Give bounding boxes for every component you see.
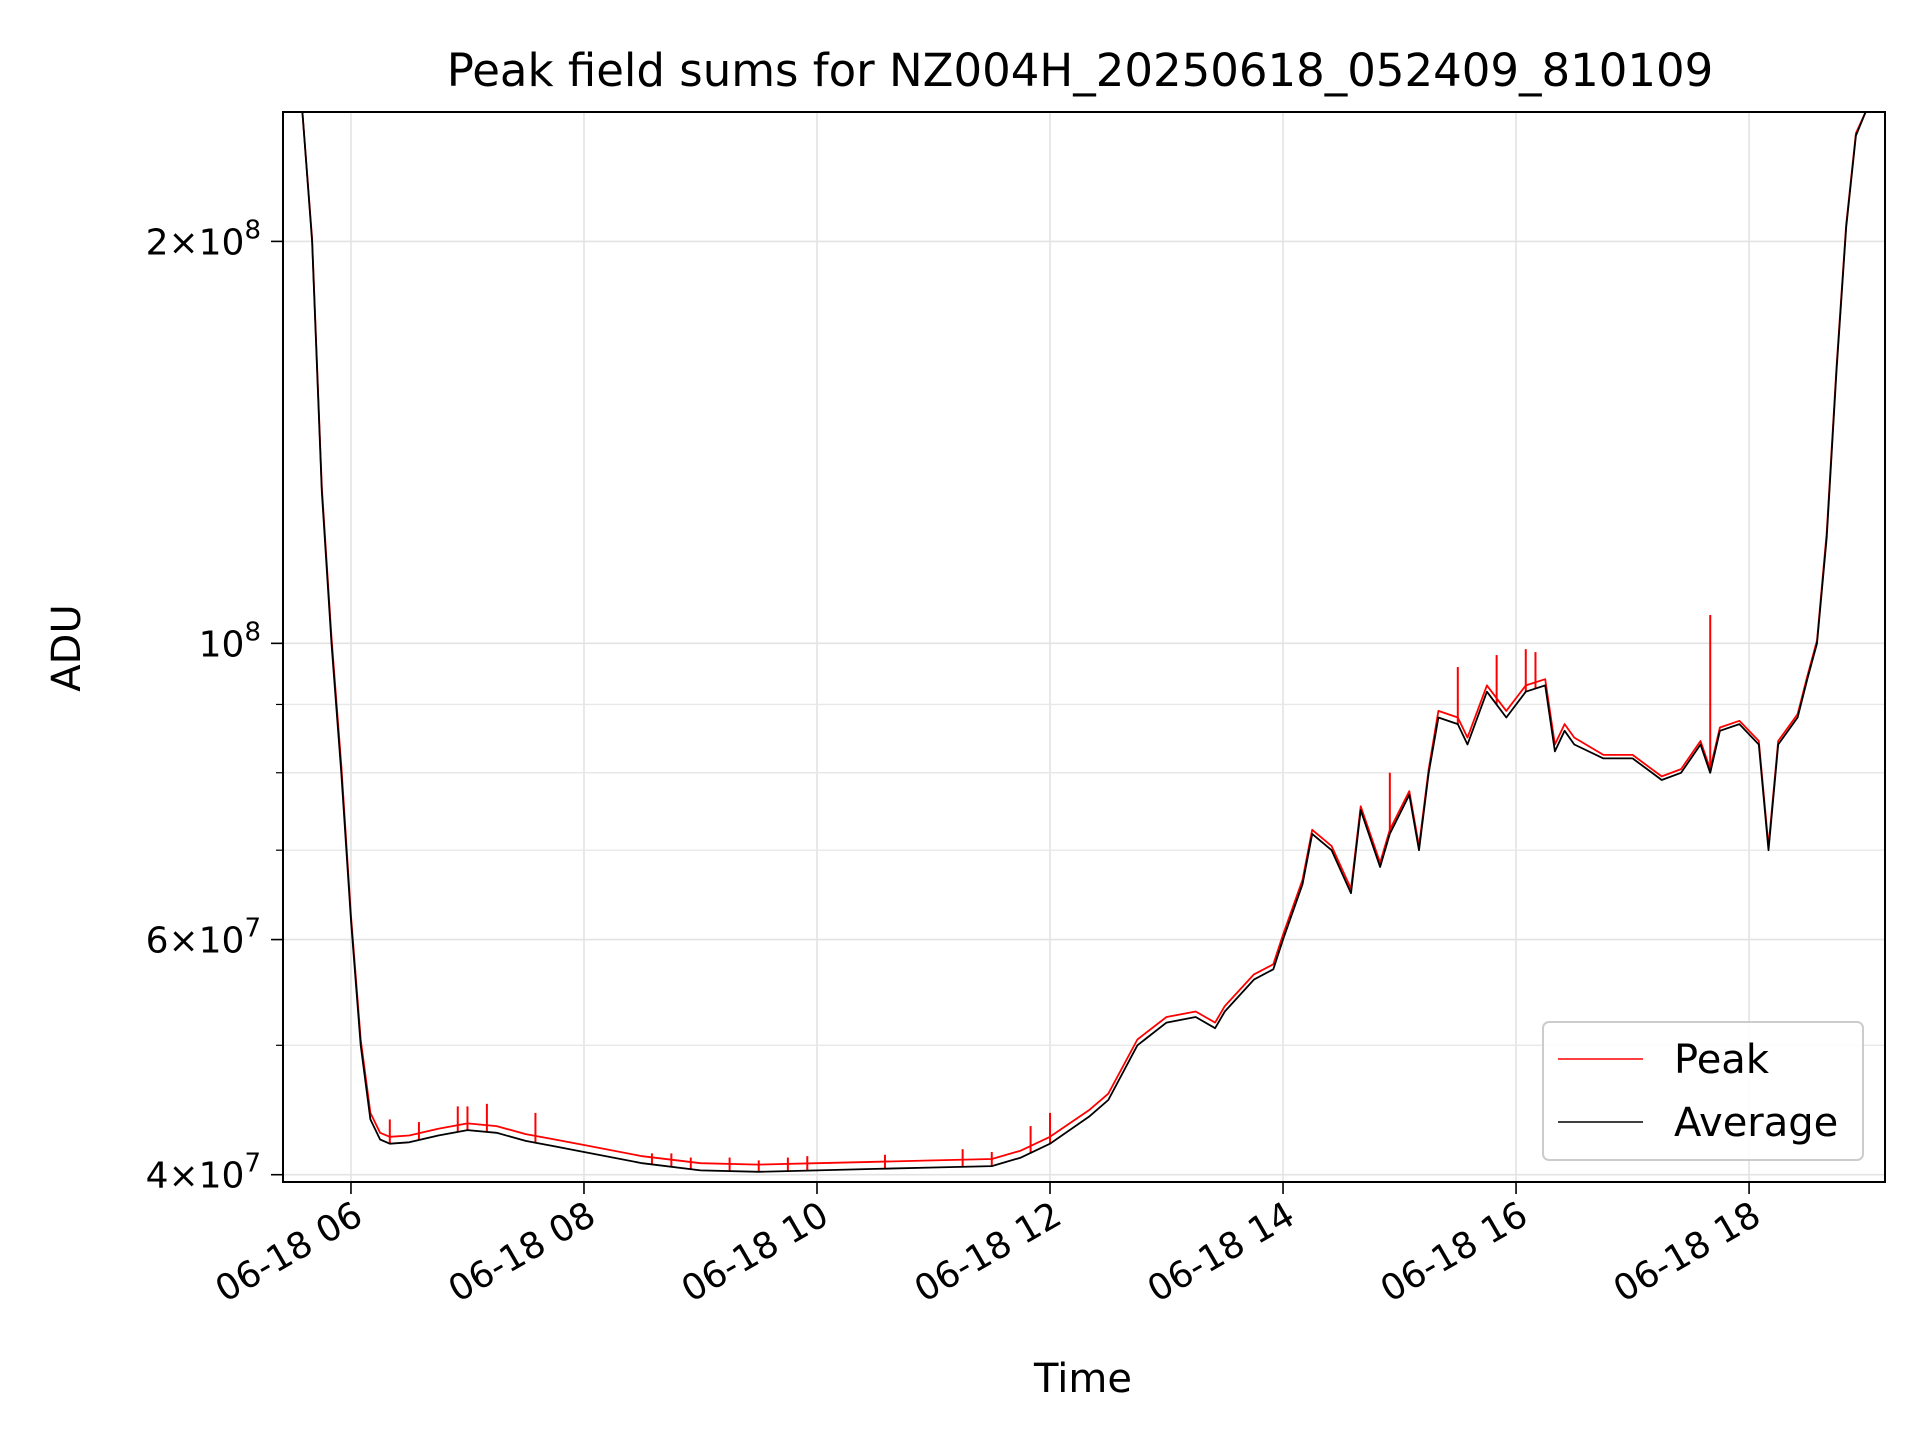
series-lines	[301, 112, 1867, 1173]
y-tick-label: 108	[199, 617, 261, 665]
legend-average-label: Average	[1674, 1100, 1838, 1146]
legend-box	[1542, 1021, 1864, 1161]
series-line-average	[301, 112, 1867, 1173]
legend-peak-label: Peak	[1674, 1037, 1770, 1083]
grid	[283, 112, 1885, 1182]
y-tick-label: 6×107	[146, 914, 261, 962]
plot-frame	[282, 111, 1886, 1183]
x-axis-label: Time	[1033, 1356, 1132, 1402]
chart-title: Peak field sums for NZ004H_20250618_0524…	[447, 44, 1714, 97]
legend: Peak Average	[1542, 1021, 1864, 1161]
y-axis-label: ADU	[44, 604, 90, 691]
y-tick-label: 2×108	[146, 215, 261, 263]
y-axis-ticks: 4×107 6×107 108 2×108	[146, 215, 283, 1197]
y-tick-label: 4×107	[146, 1149, 261, 1197]
